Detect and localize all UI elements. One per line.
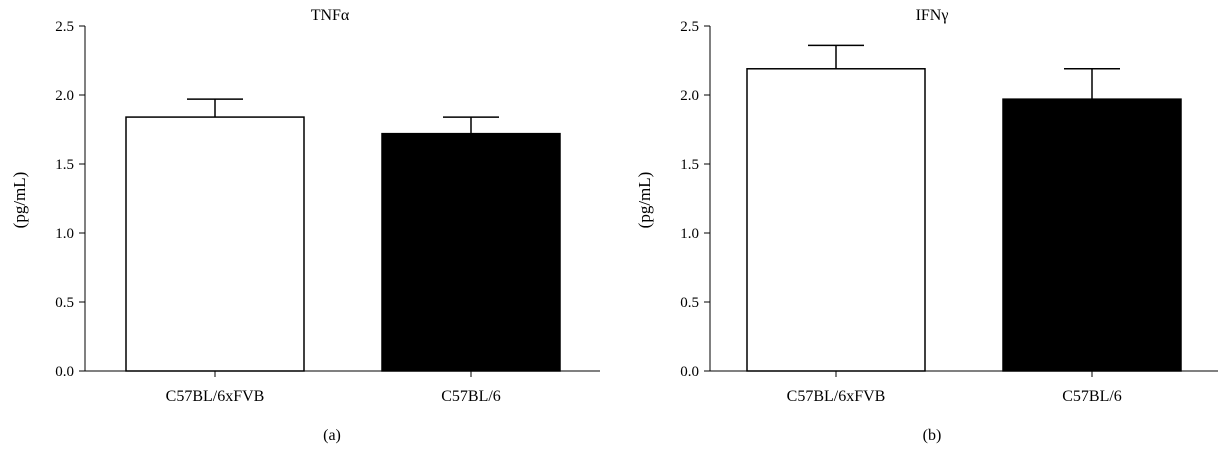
y-tick-label: 2.5 xyxy=(680,19,699,35)
chart-title: TNFα xyxy=(311,7,350,24)
x-tick-label: C57BL/6 xyxy=(1062,388,1122,405)
y-tick-label: 2.0 xyxy=(55,88,74,104)
y-axis-label: (pg/mL) xyxy=(635,172,654,229)
bar xyxy=(381,132,561,372)
y-tick-label: 0.5 xyxy=(55,295,74,311)
chart-body: C57BL/6xFVB C57BL/6 0.0 0.5 1.0 1.5 2.0 2.5 xyxy=(680,19,1218,405)
panel-label: (a) xyxy=(323,427,341,444)
y-tick-label: 1.0 xyxy=(680,226,699,242)
x-tick-label: C57BL/6 xyxy=(441,388,501,405)
y-tick-label: 0.5 xyxy=(680,295,699,311)
x-tick-label: C57BL/6xFVB xyxy=(787,388,886,405)
bar xyxy=(1002,98,1182,372)
y-tick-label: 2.0 xyxy=(680,88,699,104)
chart-panel-a: TNFα (pg/mL) C57BL/6xFVB C57BL/6 0.0 0.5 1.0… xyxy=(10,7,600,444)
bar xyxy=(746,68,926,372)
y-tick-label: 0.0 xyxy=(680,364,699,380)
chart-title: IFNγ xyxy=(916,7,949,24)
y-axis-label: (pg/mL) xyxy=(10,172,29,229)
chart-body: C57BL/6xFVB C57BL/6 0.0 0.5 1.0 1.5 2.0 2.5 xyxy=(55,19,600,405)
y-tick-label: 1.5 xyxy=(680,157,699,173)
y-tick-label: 1.5 xyxy=(55,157,74,173)
chart-panel-b: IFNγ (pg/mL) C57BL/6xFVB C57BL/6 0.0 0.5 1.0… xyxy=(635,7,1218,444)
panel-label: (b) xyxy=(923,427,942,444)
x-tick-label: C57BL/6xFVB xyxy=(166,388,265,405)
y-tick-label: 1.0 xyxy=(55,226,74,242)
bar xyxy=(125,116,305,372)
y-tick-label: 0.0 xyxy=(55,364,74,380)
y-tick-label: 2.5 xyxy=(55,19,74,35)
